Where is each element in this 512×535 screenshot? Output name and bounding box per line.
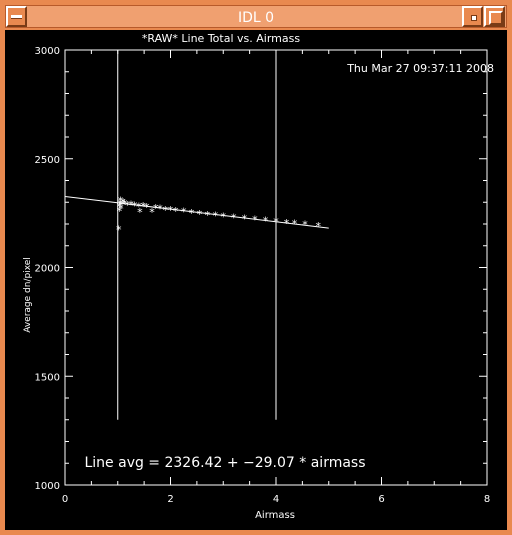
data-point: * — [221, 211, 227, 224]
data-point: * — [122, 197, 128, 210]
x-axis-label: Airmass — [255, 510, 295, 521]
timestamp: Thu Mar 27 09:37:11 2008 — [346, 62, 494, 75]
data-point: * — [231, 211, 237, 224]
data-point: * — [117, 205, 123, 218]
data-point: * — [140, 200, 146, 213]
data-point: * — [120, 196, 126, 209]
window-menu-icon[interactable] — [6, 6, 27, 27]
y-tick-label: 1500 — [35, 372, 60, 383]
fit-equation: Line avg = 2326.42 + −29.07 * airmass — [84, 455, 365, 471]
window-title: IDL 0 — [237, 10, 275, 26]
data-point: * — [205, 209, 211, 222]
data-point: * — [189, 207, 195, 220]
data-point: * — [181, 206, 187, 219]
y-axis-label: Average dn/pixel — [23, 257, 33, 333]
data-point: * — [119, 198, 125, 211]
data-point: * — [242, 212, 248, 225]
chart-title: *RAW* Line Total vs. Airmass — [142, 32, 300, 45]
x-tick-label: 2 — [167, 494, 173, 505]
data-point: * — [173, 205, 179, 218]
data-point: * — [124, 199, 130, 212]
x-tick-label: 6 — [378, 494, 384, 505]
data-point: * — [213, 210, 219, 223]
title-bar[interactable]: IDL 0 — [5, 5, 507, 28]
data-point: * — [315, 220, 321, 233]
data-point: * — [168, 204, 174, 217]
data-point: * — [263, 215, 269, 228]
data-point: * — [302, 219, 308, 232]
data-point: * — [137, 206, 143, 219]
data-point: * — [117, 197, 123, 210]
data-point: * — [149, 206, 155, 219]
data-point: * — [118, 195, 124, 208]
data-point: * — [252, 214, 258, 227]
y-tick-label: 3000 — [35, 46, 60, 57]
data-point: * — [197, 208, 203, 221]
data-point: * — [284, 217, 290, 230]
y-tick-label: 1000 — [35, 481, 60, 492]
maximize-icon[interactable] — [484, 6, 505, 27]
data-point: * — [157, 203, 163, 216]
scatter-plot: *RAW* Line Total vs. Airmass Thu Mar 27 … — [23, 32, 494, 521]
data-point: * — [116, 223, 122, 236]
data-point: * — [273, 216, 279, 229]
y-tick-label: 2500 — [35, 155, 60, 166]
data-point: * — [118, 203, 124, 216]
fit-line — [64, 196, 329, 229]
data-point: * — [292, 217, 298, 230]
minimize-icon[interactable] — [462, 6, 483, 27]
data-point: * — [117, 201, 123, 214]
data-point: * — [128, 198, 134, 211]
data-point: * — [132, 199, 138, 212]
plot-canvas: *RAW* Line Total vs. Airmass Thu Mar 27 … — [5, 30, 507, 530]
x-tick-label: 4 — [273, 494, 279, 505]
y-tick-label: 2000 — [35, 264, 60, 275]
data-point: * — [153, 202, 159, 215]
x-tick-label: 8 — [484, 494, 490, 505]
x-tick-label: 0 — [62, 494, 68, 505]
data-point: * — [144, 201, 150, 214]
data-point: * — [162, 204, 168, 217]
data-point: * — [136, 201, 142, 214]
